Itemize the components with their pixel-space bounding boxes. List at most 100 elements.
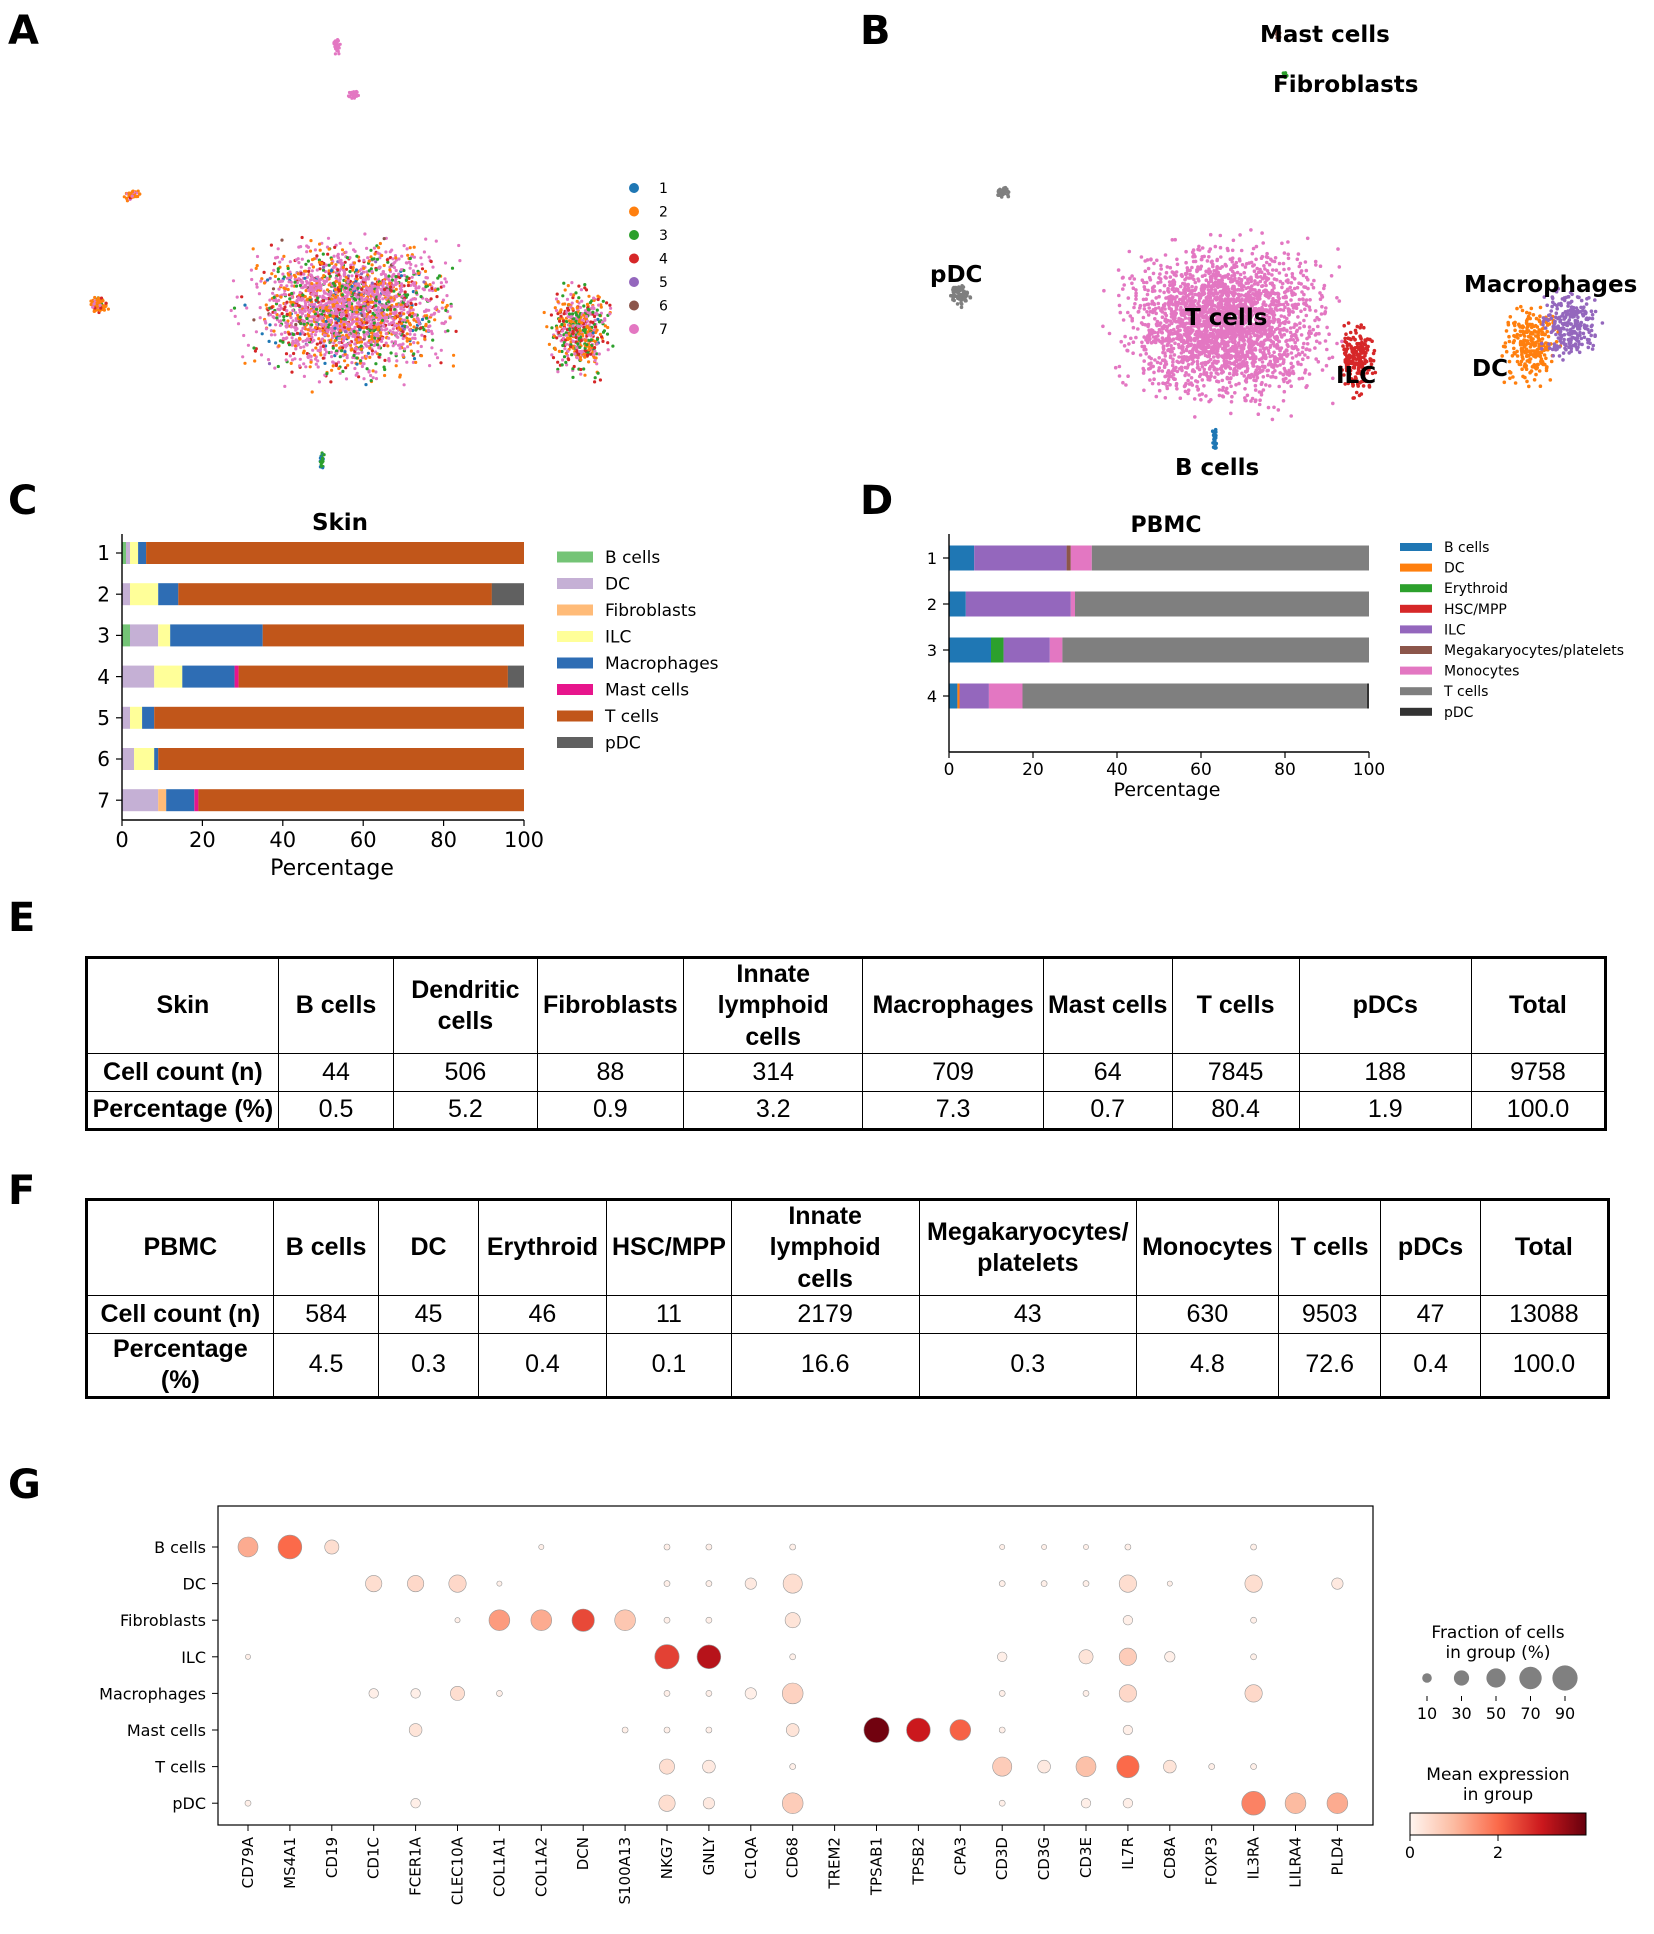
umap-b-point [1251, 364, 1256, 368]
umap-a-point [355, 254, 359, 258]
umap-b-point [1190, 284, 1194, 289]
umap-a-point [301, 331, 305, 335]
umap-a-point [274, 302, 279, 306]
umap-a-point [400, 285, 404, 289]
umap-a-point [429, 329, 433, 333]
umap-a-point [360, 350, 364, 354]
umap-a-point [299, 279, 303, 283]
umap-a-point [370, 288, 374, 292]
umap-b-point [1243, 275, 1247, 280]
umap-a-point [334, 279, 338, 283]
umap-a-point [318, 329, 322, 333]
umap-a-point [595, 337, 600, 341]
umap-b-point [1295, 257, 1300, 262]
umap-b-point [1295, 328, 1299, 333]
umap-a-point [391, 257, 395, 261]
umap-a-point [330, 297, 334, 301]
umap-a-point [359, 305, 363, 310]
umap-a-point [413, 297, 418, 301]
umap-a-point [362, 377, 366, 381]
umap-b-point [1171, 346, 1176, 351]
umap-a-point [293, 280, 297, 284]
umap-a-point [563, 347, 567, 351]
umap-a-point [301, 326, 305, 330]
umap-a-point [101, 308, 106, 312]
umap-a-point [365, 344, 369, 348]
umap-a-point [598, 332, 603, 336]
umap-a-point [416, 341, 420, 345]
umap-b-point [1301, 357, 1305, 362]
umap-a-point [394, 352, 398, 356]
umap-a-point [274, 341, 278, 345]
umap-a-point [593, 376, 597, 380]
umap-b-point [1228, 257, 1233, 261]
umap-a-point [346, 94, 351, 98]
umap-a-point [328, 274, 332, 278]
umap-a-point [376, 306, 380, 310]
umap-a-point [304, 289, 308, 293]
umap-a-point [374, 362, 378, 366]
umap-a-point [412, 245, 416, 249]
umap-b-point [1127, 249, 1132, 254]
umap-a-point [268, 298, 272, 302]
umap-a-point [327, 272, 331, 276]
umap-a-point [364, 317, 368, 321]
umap-a-point [327, 247, 331, 251]
umap-a-point [598, 378, 603, 382]
umap-a-point [356, 351, 361, 355]
umap-a-point [325, 276, 329, 280]
umap-a-point [547, 342, 551, 346]
umap-b-point [1192, 277, 1196, 282]
umap-b-point [1126, 374, 1130, 379]
umap-a-point [321, 309, 325, 313]
umap-a-point [269, 333, 274, 337]
umap-b-point [1257, 288, 1261, 293]
umap-b-point [1209, 371, 1213, 376]
umap-b-point [1254, 356, 1258, 361]
umap-b-point [1301, 345, 1305, 350]
umap-a-point [420, 333, 424, 337]
umap-b-point [1200, 364, 1205, 369]
umap-b-point [1167, 333, 1171, 338]
umap-a-point [424, 324, 428, 328]
panel-letter-c: C [8, 478, 38, 524]
umap-a-point [585, 324, 589, 328]
umap-a-point [307, 311, 311, 315]
umap-a-point [352, 297, 356, 301]
umap-a-point [406, 311, 410, 315]
umap-b-point [1235, 280, 1239, 285]
umap-a-point [365, 354, 369, 358]
umap-b-point [1299, 271, 1303, 275]
umap-a-point [380, 336, 385, 341]
umap-b-point [1220, 293, 1225, 297]
umap-b-point [1117, 293, 1121, 298]
umap-a-point [405, 325, 409, 329]
umap-b-point [1264, 283, 1268, 288]
umap-b-point [1173, 316, 1177, 321]
umap-a-point [558, 319, 562, 323]
umap-a-point [304, 314, 308, 318]
umap-a-point [577, 352, 581, 356]
umap-b-point [1254, 274, 1259, 279]
umap-b-point [1251, 264, 1255, 268]
umap-b-point [1211, 355, 1216, 359]
umap-a-point [378, 241, 382, 246]
umap-b-point [1155, 360, 1160, 365]
umap-a-point [572, 364, 576, 369]
umap-b-point [1149, 257, 1153, 261]
umap-b-point [1162, 339, 1167, 343]
umap-a-point [275, 316, 279, 320]
umap-a-point [575, 306, 579, 310]
umap-a-point [386, 344, 390, 348]
umap-b-point [1172, 353, 1177, 357]
umap-a-point [586, 310, 590, 314]
umap-a-point [606, 341, 610, 345]
umap-b-point [1204, 278, 1209, 283]
umap-b-point [1253, 279, 1257, 283]
umap-a-point [560, 363, 564, 367]
umap-a-point [360, 356, 364, 360]
umap-a-point [394, 256, 398, 260]
umap-a-point [328, 313, 332, 317]
umap-b-point [1149, 361, 1153, 366]
umap-a-point [558, 310, 562, 314]
